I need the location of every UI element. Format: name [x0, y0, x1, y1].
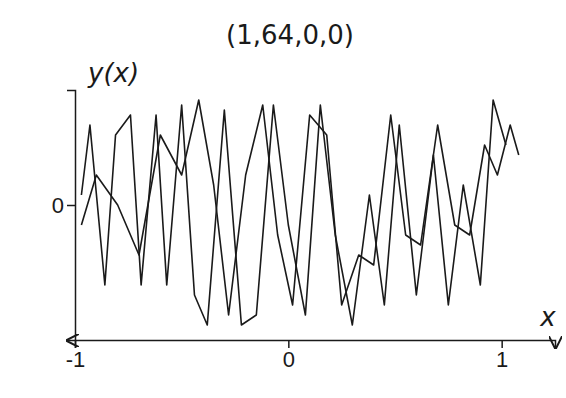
y-axis-line — [67, 91, 76, 341]
y-tick: 0 — [52, 193, 75, 218]
y-tick-label: 0 — [52, 193, 64, 218]
x-axis: -1 0 1 — [66, 340, 556, 372]
x-tick-label: -1 — [66, 347, 86, 372]
x-tick: -1 — [66, 340, 86, 372]
title: (1,64,0,0) — [226, 20, 354, 50]
x-tick: 0 — [283, 340, 295, 372]
series-line — [81, 100, 518, 315]
chart: -1 0 1 0 (1,64,0,0) y(x) x — [0, 0, 566, 398]
x-axis-line — [76, 341, 556, 349]
x-tick-label: 1 — [496, 347, 508, 372]
y-axis: 0 — [52, 91, 76, 341]
plot-area — [81, 100, 518, 325]
y-tick-mark — [67, 205, 75, 207]
x-tick: 1 — [496, 340, 508, 372]
y-axis-title: y(x) — [87, 58, 139, 88]
x-tick-label: 0 — [283, 347, 295, 372]
x-axis-title: x — [539, 302, 556, 332]
